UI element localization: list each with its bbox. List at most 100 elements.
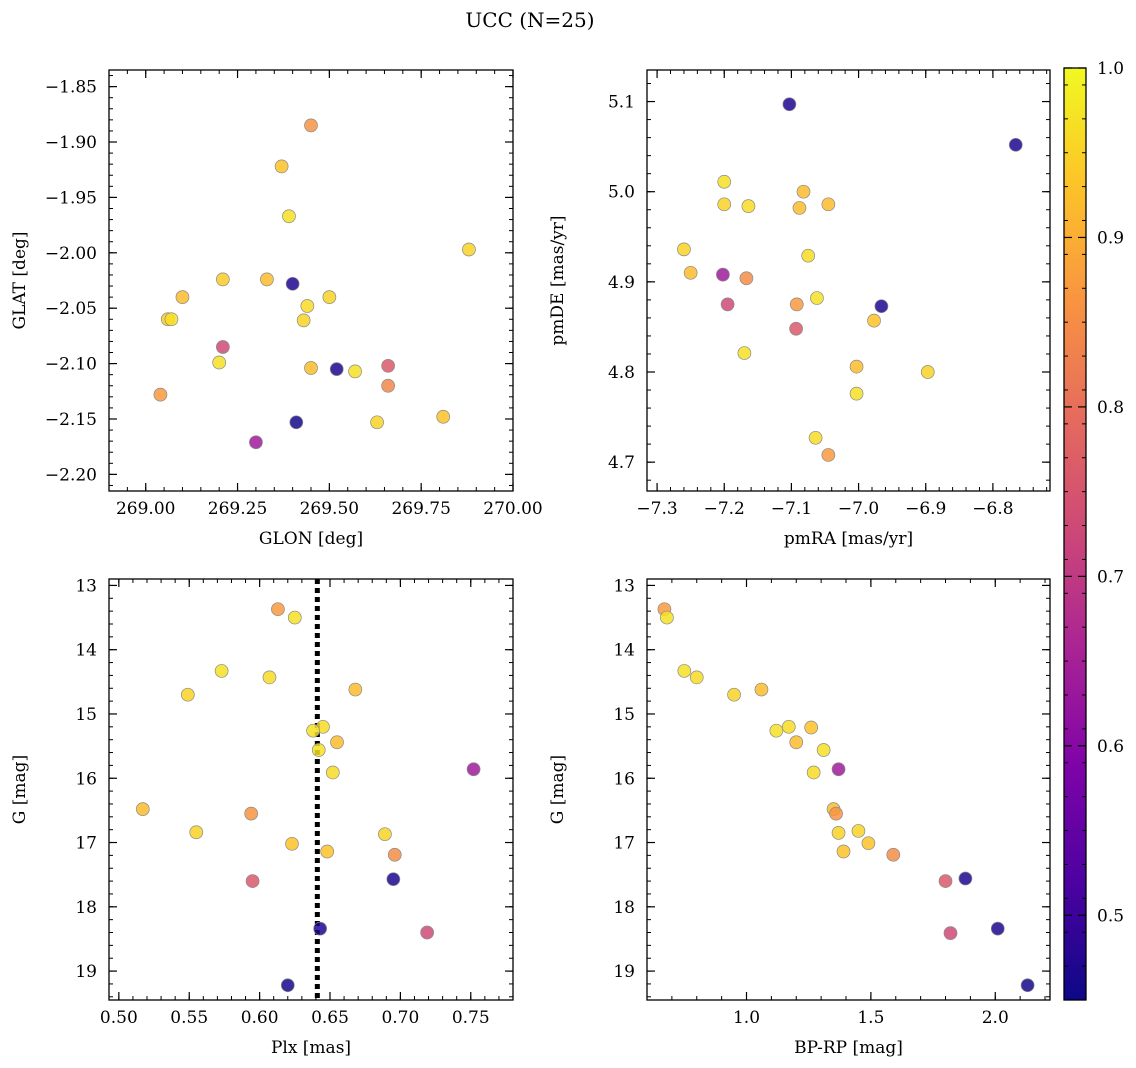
x-tick-label: 269.25	[208, 499, 267, 519]
data-point	[660, 610, 674, 625]
data-point	[874, 299, 889, 314]
y-tick-label: 15	[75, 705, 97, 725]
x-tick-label: −7.3	[636, 499, 677, 519]
data-point	[287, 610, 302, 625]
x-tick-label: 0.75	[452, 1008, 490, 1028]
data-point	[466, 762, 481, 777]
panel-plx-g: 0.50 0.55 0.60 0.65 0.70 0.75 13 14 15 16 17 18 19 Pl…	[10, 576, 514, 1058]
y-tick-label: −2.05	[45, 299, 97, 319]
y-tick-label: 13	[75, 576, 97, 596]
x-axis-label: GLON [deg]	[259, 529, 363, 549]
data-point	[1008, 137, 1023, 152]
data-point	[381, 378, 395, 393]
data-point	[348, 682, 363, 697]
y-tick-label: 17	[613, 834, 635, 854]
data-point	[861, 836, 876, 851]
data-point	[689, 670, 704, 685]
colorbar-tick-label: 1.0	[1097, 59, 1124, 79]
data-point	[260, 272, 274, 287]
data-point	[212, 355, 227, 370]
colorbar-gradient	[1063, 67, 1087, 1001]
data-point	[789, 297, 804, 312]
x-axis-label: pmRA [mas/yr]	[784, 529, 913, 549]
data-point	[829, 806, 843, 821]
data-point	[737, 346, 752, 360]
x-tick-label: 270.00	[483, 499, 542, 519]
data-point	[348, 364, 362, 379]
data-point	[717, 174, 732, 189]
x-tick-label: 1.0	[733, 1008, 760, 1028]
x-tick-label: −7.0	[838, 499, 879, 519]
data-point	[285, 836, 299, 851]
data-point	[739, 271, 754, 286]
data-point	[214, 664, 229, 678]
data-point	[175, 290, 190, 304]
data-point	[387, 847, 402, 862]
data-point	[436, 409, 451, 424]
y-tick-label: 4.8	[608, 363, 635, 383]
data-point	[782, 97, 797, 112]
data-point	[810, 291, 824, 305]
data-point	[289, 415, 304, 430]
data-point	[386, 872, 401, 887]
data-point	[282, 209, 296, 224]
data-point	[320, 844, 335, 859]
data-point	[831, 826, 846, 840]
y-tick-label: 5.0	[608, 183, 635, 203]
y-tick-label: 15	[613, 705, 635, 725]
data-point	[677, 664, 692, 678]
x-axis-label: BP-RP [mag]	[794, 1038, 903, 1058]
data-point	[677, 242, 691, 257]
data-point	[867, 313, 881, 328]
x-axis-label: Plx [mas]	[271, 1038, 351, 1058]
colorbar-tick-label: 0.5	[1097, 906, 1124, 926]
data-point	[836, 844, 851, 859]
data-point	[990, 921, 1005, 936]
data-point	[792, 201, 807, 215]
y-axis-label: pmDE [mas/yr]	[548, 215, 568, 345]
data-point	[322, 290, 337, 304]
data-point	[216, 272, 230, 287]
colorbar-tick-label: 0.6	[1097, 737, 1124, 757]
data-point	[720, 297, 735, 312]
data-point	[329, 362, 344, 376]
y-tick-label: 18	[75, 898, 97, 918]
x-tick-label: 269.00	[116, 499, 175, 519]
y-tick-label: −1.85	[45, 78, 97, 98]
data-point	[806, 765, 821, 780]
data-point	[249, 435, 263, 450]
data-point	[285, 276, 300, 291]
y-tick-label: 14	[613, 641, 635, 661]
y-tick-label: −1.95	[45, 188, 97, 208]
y-tick-label: −1.90	[45, 133, 97, 153]
x-tick-label: −7.2	[704, 499, 745, 519]
y-tick-label: 16	[75, 769, 97, 789]
data-point	[370, 415, 384, 430]
data-point	[804, 720, 819, 735]
data-point	[304, 118, 318, 133]
data-point	[311, 743, 326, 757]
data-point	[741, 199, 756, 213]
data-point	[216, 340, 230, 354]
data-point	[849, 359, 864, 374]
data-point	[262, 670, 277, 685]
y-tick-label: 19	[75, 962, 97, 982]
data-point	[754, 682, 769, 697]
data-point	[245, 874, 260, 888]
data-point	[244, 806, 259, 821]
panel-bprp-g: 1.0 1.5 2.0 13 14 15 16 17 18 19 BP-RP [mag] G [mag…	[548, 576, 1051, 1058]
x-tick-label: 1.5	[857, 1008, 884, 1028]
data-point	[153, 387, 168, 402]
y-tick-label: 13	[613, 576, 635, 596]
data-point	[943, 926, 958, 941]
x-tick-label: 0.50	[100, 1008, 138, 1028]
axes-frame	[646, 69, 1051, 492]
data-point	[180, 687, 195, 702]
data-point	[304, 361, 318, 375]
data-point	[378, 827, 392, 842]
x-tick-label: −6.8	[972, 499, 1013, 519]
data-point	[821, 448, 836, 462]
data-point	[271, 602, 285, 617]
y-tick-label: −2.10	[45, 355, 97, 375]
data-point	[300, 299, 315, 313]
